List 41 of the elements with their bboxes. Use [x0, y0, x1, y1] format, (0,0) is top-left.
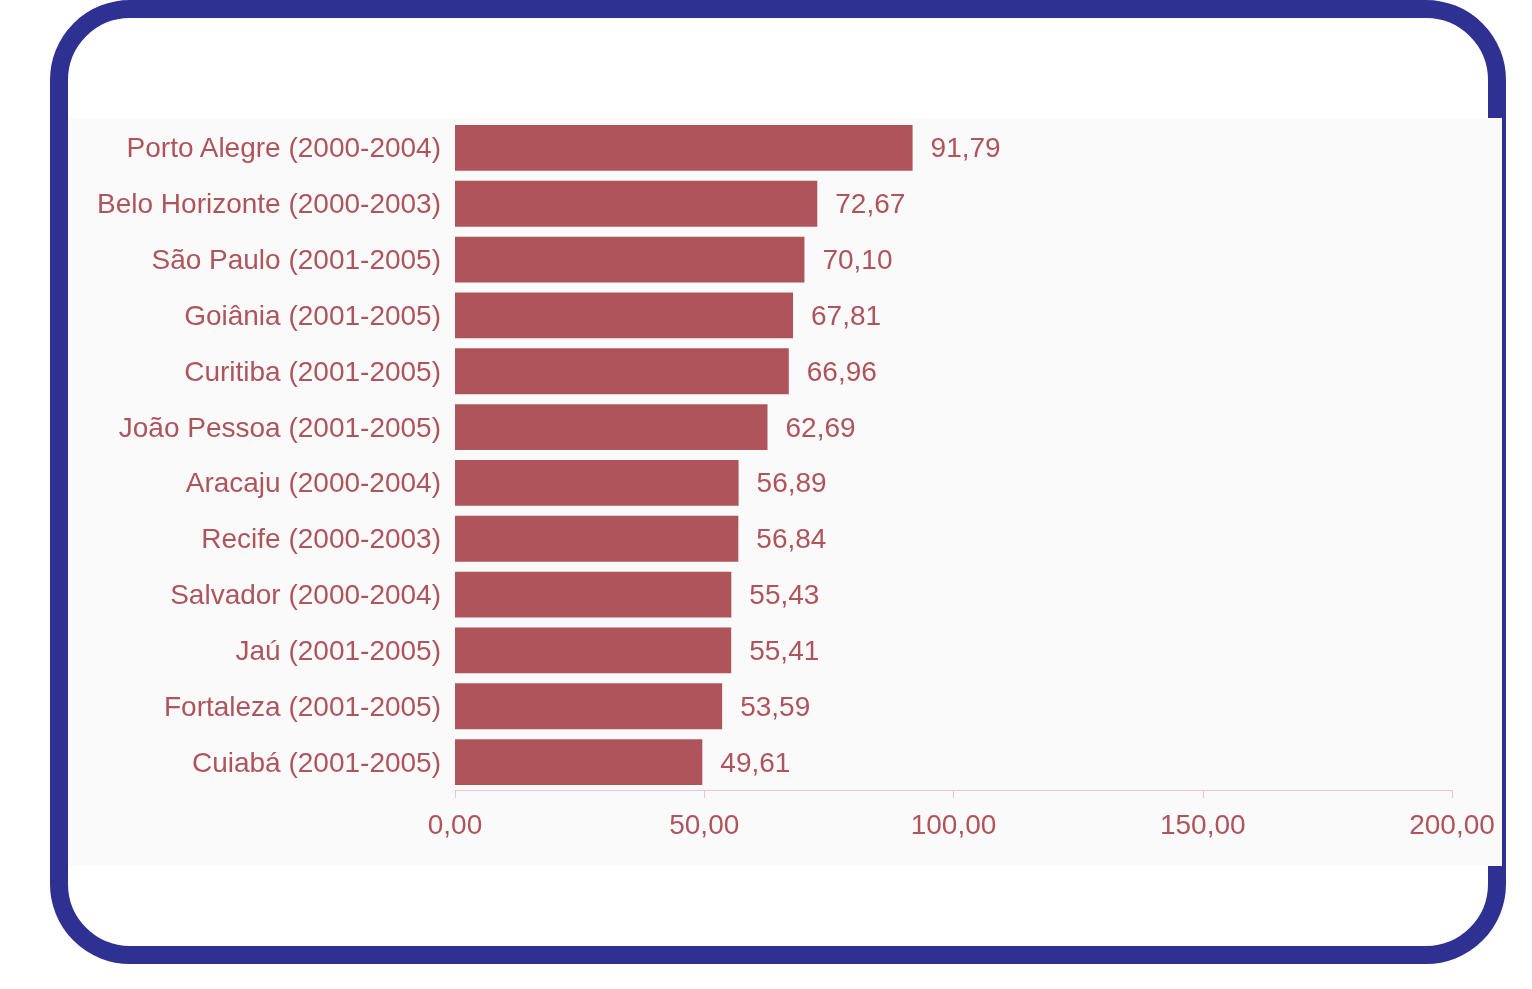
y-tick-label: Goiânia (2001-2005) — [184, 299, 441, 331]
y-tick-label: São Paulo (2001-2005) — [151, 244, 441, 276]
bar — [455, 180, 818, 227]
data-label: 49,61 — [720, 746, 791, 778]
data-label: 53,59 — [740, 690, 811, 722]
bar — [455, 460, 739, 506]
data-label: 91,79 — [930, 132, 1001, 164]
x-tick-label: 150,00 — [1159, 808, 1246, 840]
bar — [455, 515, 739, 562]
bar — [455, 627, 732, 674]
y-tick-label: Salvador (2000-2004) — [170, 579, 441, 611]
bar — [455, 683, 723, 730]
data-label: 72,67 — [835, 188, 906, 220]
data-label: 66,96 — [806, 355, 877, 387]
y-tick-label: Aracaju (2000-2004) — [185, 467, 441, 499]
data-label: 67,81 — [811, 299, 882, 331]
x-tick-label: 200,00 — [1409, 808, 1495, 840]
data-label: 56,89 — [756, 467, 827, 499]
data-label: 55,43 — [749, 579, 820, 611]
data-label: 70,10 — [822, 244, 893, 276]
y-tick-label: Recife (2000-2003) — [201, 523, 441, 555]
y-tick-label: Fortaleza (2001-2005) — [163, 690, 441, 722]
x-tick-label: 100,00 — [910, 808, 997, 840]
bar — [455, 236, 805, 283]
x-tick-label: 50,00 — [669, 808, 740, 840]
bar — [455, 571, 732, 618]
data-label: 62,69 — [785, 411, 856, 443]
bar — [455, 292, 794, 339]
bar — [455, 739, 703, 785]
y-tick-label: Belo Horizonte (2000-2003) — [97, 188, 441, 220]
y-tick-label: João Pessoa (2001-2005) — [118, 411, 441, 443]
y-tick-label: Curitiba (2001-2005) — [184, 355, 441, 387]
bar — [455, 125, 913, 171]
x-tick-label: 0,00 — [427, 808, 483, 840]
y-tick-label: Porto Alegre (2000-2004) — [126, 132, 441, 164]
bar — [455, 404, 768, 450]
bar — [455, 348, 789, 395]
data-label: 55,41 — [749, 634, 820, 666]
y-tick-label: Cuiabá (2001-2005) — [191, 746, 441, 778]
y-tick-label: Jaú (2001-2005) — [235, 634, 441, 666]
data-label: 56,84 — [756, 523, 827, 555]
